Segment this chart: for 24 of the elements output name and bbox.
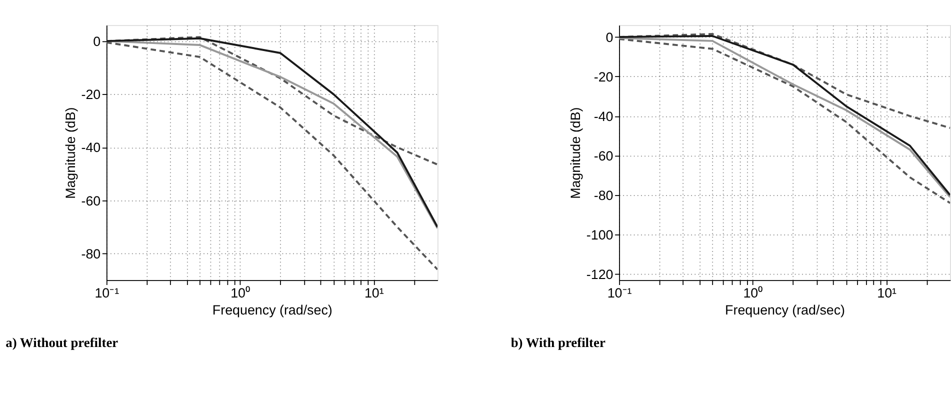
y-tick-label: -100 [586, 228, 614, 243]
text: a) Without prefilter [6, 335, 118, 350]
y-tick-label: 0 [93, 34, 101, 49]
x-tick-label: 10⁻¹ [94, 286, 120, 301]
y-tick-label: -60 [594, 148, 614, 164]
y-tick-label: -40 [81, 140, 101, 156]
x-tick-label: 10¹ [364, 286, 384, 301]
x-tick-label: 10⁻¹ [607, 286, 632, 301]
y-tick-label: -60 [81, 193, 101, 208]
y-axis-title: Magnitude (dB) [568, 107, 584, 199]
y-tick-label: -80 [81, 246, 101, 262]
x-tick-label: 10¹ [877, 286, 898, 301]
text: b) With prefilter [510, 335, 606, 350]
y-tick-label: -20 [594, 69, 614, 84]
y-tick-label: -80 [594, 188, 614, 204]
x-axis-title: Frequency (rad/sec) [212, 302, 332, 318]
x-tick-label: 10⁰ [230, 286, 250, 301]
y-axis-title: Magnitude (dB) [62, 107, 78, 199]
y-tick-label: -20 [81, 87, 101, 102]
y-tick-label: -40 [594, 108, 614, 124]
x-axis-title: Frequency (rad/sec) [725, 302, 846, 318]
x-tick-label: 10⁰ [743, 286, 764, 301]
y-tick-label: -120 [586, 267, 614, 282]
y-tick-label: 0 [606, 30, 614, 45]
